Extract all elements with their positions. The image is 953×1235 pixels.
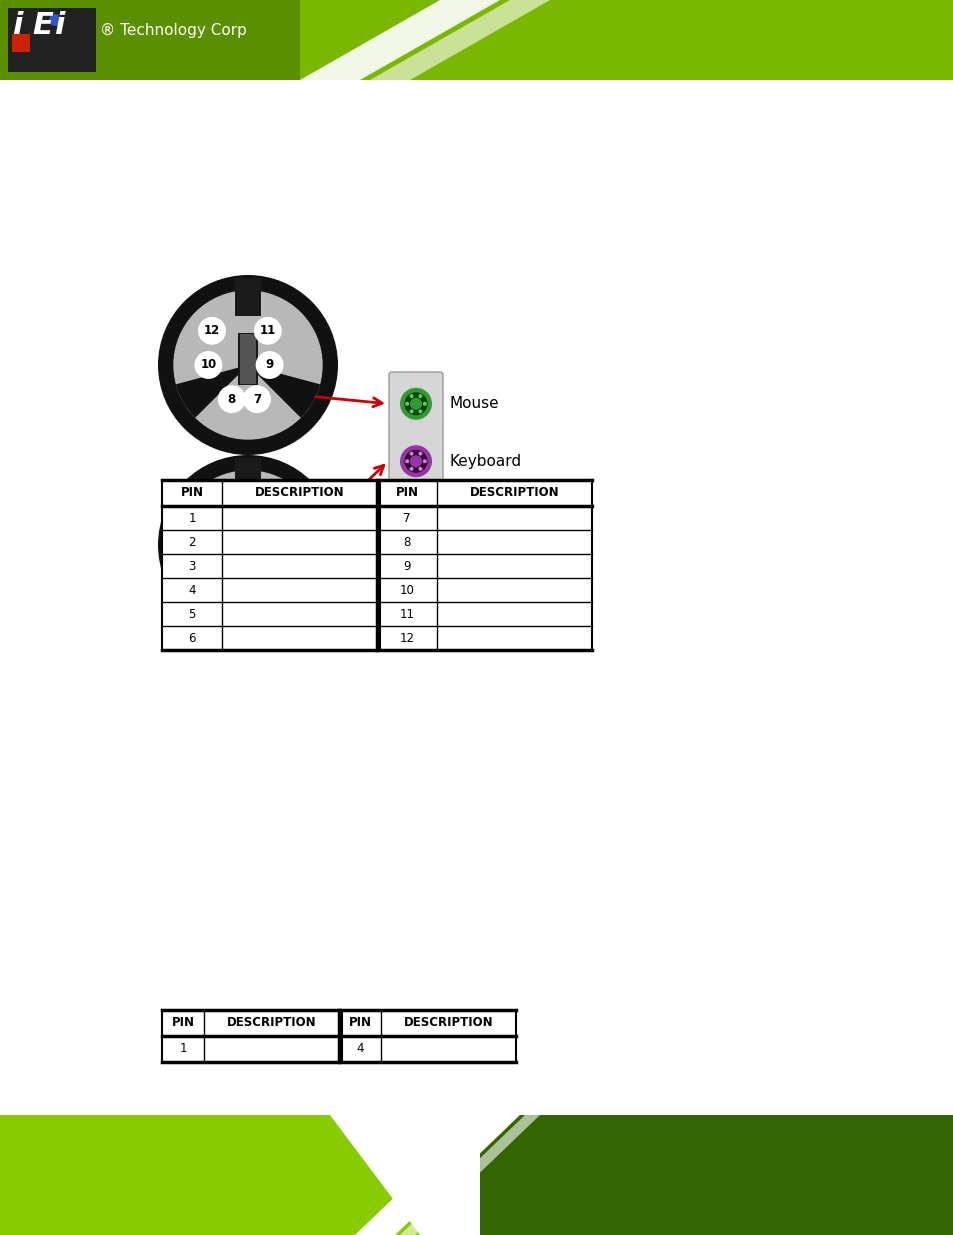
Wedge shape — [175, 545, 248, 598]
Circle shape — [418, 394, 422, 398]
Text: 6: 6 — [208, 504, 216, 517]
Text: 1: 1 — [253, 573, 261, 585]
Text: DESCRIPTION: DESCRIPTION — [469, 487, 558, 499]
Text: 11: 11 — [399, 608, 414, 620]
Text: 3: 3 — [265, 538, 274, 552]
Circle shape — [399, 388, 432, 420]
FancyBboxPatch shape — [389, 372, 442, 493]
Text: 11: 11 — [259, 325, 275, 337]
Text: 8: 8 — [403, 536, 410, 548]
Text: 7: 7 — [253, 393, 261, 406]
Circle shape — [418, 409, 422, 414]
Circle shape — [194, 531, 222, 559]
Circle shape — [198, 317, 226, 345]
Text: E: E — [32, 11, 52, 40]
Text: 4: 4 — [204, 538, 213, 552]
Polygon shape — [399, 1115, 539, 1235]
Text: DESCRIPTION: DESCRIPTION — [254, 487, 344, 499]
Circle shape — [158, 275, 337, 454]
Text: Mouse: Mouse — [450, 396, 499, 411]
Text: 12: 12 — [204, 325, 220, 337]
Polygon shape — [299, 0, 499, 80]
Polygon shape — [355, 1115, 519, 1235]
Circle shape — [217, 566, 246, 593]
Text: 10: 10 — [399, 583, 414, 597]
Text: 9: 9 — [265, 358, 274, 372]
Text: i: i — [12, 11, 23, 40]
Wedge shape — [175, 366, 248, 417]
Text: DESCRIPTION: DESCRIPTION — [403, 1016, 493, 1030]
Circle shape — [173, 290, 322, 440]
Circle shape — [253, 496, 281, 525]
Bar — [239, 335, 256, 384]
Circle shape — [422, 401, 426, 406]
Polygon shape — [370, 0, 550, 80]
Text: 3: 3 — [188, 559, 195, 573]
Text: PIN: PIN — [395, 487, 418, 499]
Bar — [235, 458, 260, 495]
Circle shape — [410, 398, 421, 410]
Bar — [162, 1010, 516, 1062]
Bar — [8, 7, 96, 72]
Wedge shape — [248, 545, 320, 598]
Text: PIN: PIN — [348, 1016, 371, 1030]
Wedge shape — [248, 366, 320, 417]
Text: 10: 10 — [200, 358, 216, 372]
Text: 9: 9 — [403, 559, 411, 573]
Text: 1: 1 — [179, 1042, 187, 1056]
Bar — [0, 0, 953, 80]
Circle shape — [399, 446, 432, 477]
Bar — [0, 0, 299, 80]
Bar — [162, 480, 592, 650]
Text: 1: 1 — [188, 511, 195, 525]
Circle shape — [255, 351, 283, 379]
Polygon shape — [0, 1115, 419, 1235]
Circle shape — [405, 401, 409, 406]
Text: 2: 2 — [188, 536, 195, 548]
Bar — [479, 1115, 953, 1235]
Text: 2: 2 — [228, 573, 235, 585]
Bar — [12, 35, 30, 52]
Circle shape — [418, 452, 422, 456]
Circle shape — [243, 566, 271, 593]
Text: Keyboard: Keyboard — [450, 453, 521, 469]
Circle shape — [404, 393, 427, 415]
Text: 5: 5 — [188, 608, 195, 620]
Circle shape — [410, 456, 421, 467]
Bar — [238, 333, 257, 385]
Circle shape — [409, 452, 414, 456]
Circle shape — [404, 450, 427, 473]
Bar — [392, 498, 499, 508]
Circle shape — [253, 317, 281, 345]
Circle shape — [173, 471, 322, 620]
Circle shape — [409, 467, 414, 471]
Text: 4: 4 — [355, 1042, 363, 1056]
Circle shape — [49, 14, 61, 26]
Circle shape — [409, 394, 414, 398]
Circle shape — [198, 496, 226, 525]
Text: 7: 7 — [403, 511, 411, 525]
Bar — [239, 515, 256, 563]
Text: DESCRIPTION: DESCRIPTION — [227, 1016, 316, 1030]
Circle shape — [405, 459, 409, 463]
Text: PIN: PIN — [180, 487, 203, 499]
Circle shape — [255, 531, 283, 559]
Circle shape — [422, 459, 426, 463]
Text: ® Technology Corp: ® Technology Corp — [100, 23, 247, 38]
Text: 4: 4 — [188, 583, 195, 597]
Text: 6: 6 — [188, 631, 195, 645]
Text: PIN: PIN — [172, 1016, 194, 1030]
Text: 12: 12 — [399, 631, 414, 645]
Circle shape — [243, 385, 271, 414]
Circle shape — [158, 454, 337, 635]
Circle shape — [418, 467, 422, 471]
Text: i: i — [54, 11, 65, 40]
Text: 5: 5 — [263, 504, 272, 517]
Bar — [238, 513, 257, 566]
Circle shape — [217, 385, 246, 414]
Text: 8: 8 — [228, 393, 235, 406]
Circle shape — [409, 409, 414, 414]
Circle shape — [194, 351, 222, 379]
Bar — [235, 278, 260, 315]
